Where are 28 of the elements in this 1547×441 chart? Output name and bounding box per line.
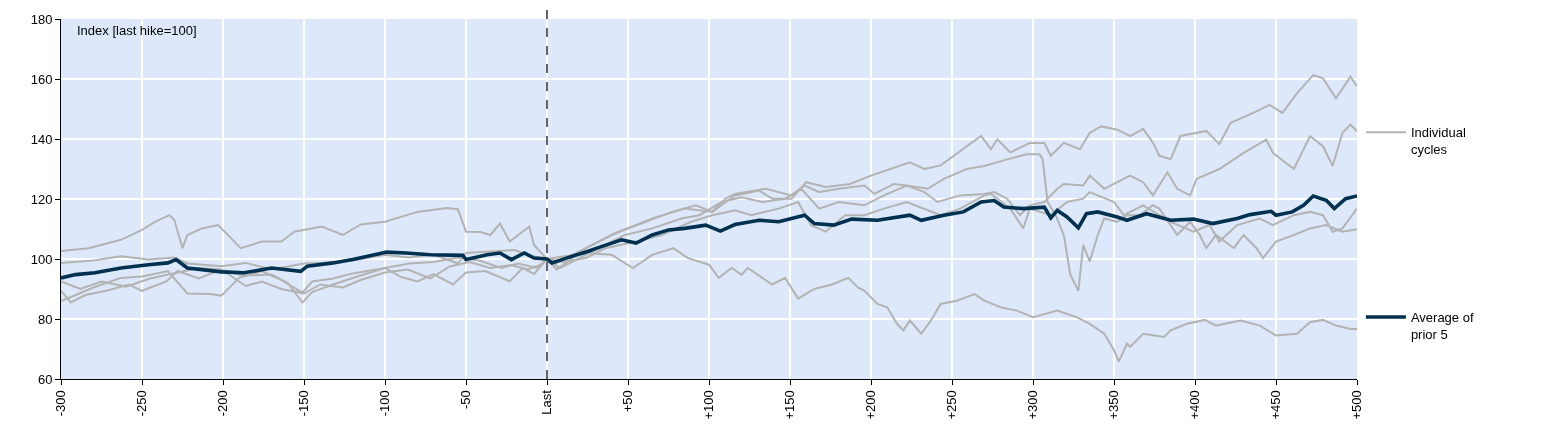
- x-tick-label: +350: [1106, 390, 1122, 420]
- x-tick-label: Last: [539, 389, 555, 415]
- legend-label: Individual cycles: [1410, 125, 1466, 158]
- y-tick-label: 80: [37, 311, 53, 327]
- x-tick-label: +400: [1187, 390, 1203, 420]
- y-tick-label: 60: [37, 371, 53, 387]
- x-tick-label: -250: [134, 390, 150, 417]
- legend-label: Average of prior 5: [1410, 310, 1474, 342]
- x-tick-label: +450: [1268, 390, 1284, 420]
- x-tick-label: +200: [863, 390, 879, 420]
- y-tick-label: 100: [30, 251, 53, 267]
- x-tick-label: +500: [1349, 390, 1365, 420]
- y-tick-label: 120: [30, 191, 53, 207]
- line-series: [61, 194, 1357, 280]
- x-tick-label: +50: [620, 390, 636, 413]
- y-tick-label: 180: [30, 11, 53, 27]
- x-tick-label: -150: [296, 390, 312, 417]
- x-tick-label: +300: [1025, 390, 1041, 420]
- y-axis-title: Index [last hike=100]: [77, 23, 197, 38]
- y-tick-label: 160: [30, 71, 53, 87]
- x-tick-label: -300: [53, 390, 69, 417]
- x-tick-label: -200: [215, 390, 231, 417]
- y-tick-label: 140: [30, 131, 53, 147]
- x-tick-label: +100: [701, 390, 717, 420]
- x-tick-label: -100: [377, 390, 393, 417]
- x-tick-label: +250: [944, 390, 960, 420]
- x-tick-label: +150: [782, 390, 798, 420]
- x-tick-label: -50: [458, 390, 474, 409]
